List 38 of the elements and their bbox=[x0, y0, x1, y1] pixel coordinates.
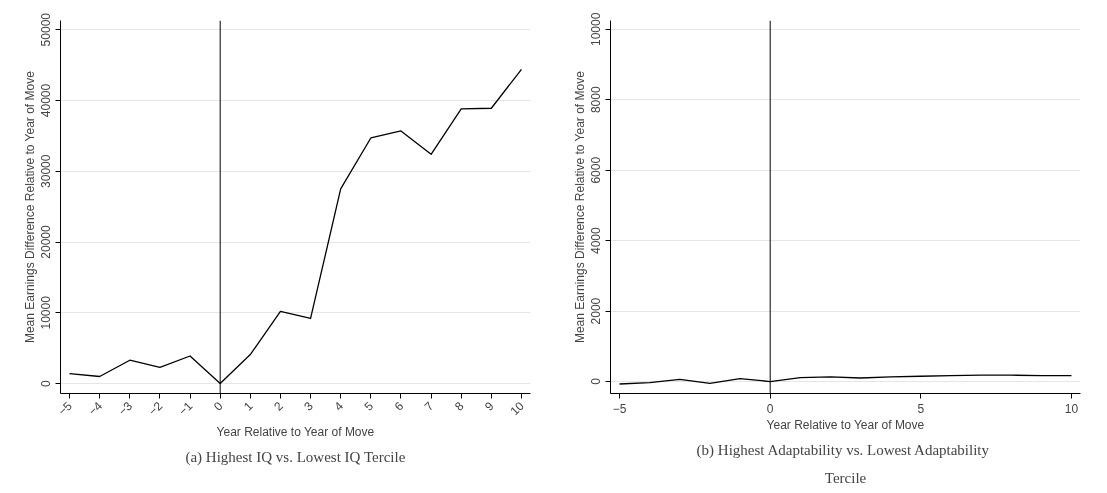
y-tick-label: 50000 bbox=[39, 12, 54, 47]
x-tick-label: −3 bbox=[115, 398, 136, 419]
x-tick-label: −5 bbox=[55, 398, 76, 419]
y-tick-label: 10000 bbox=[39, 295, 54, 330]
x-tick-label: −2 bbox=[145, 398, 166, 419]
x-tick-label: 7 bbox=[421, 398, 437, 414]
y-tick-label: 40000 bbox=[39, 83, 54, 118]
x-tick-label: 8 bbox=[451, 398, 467, 414]
x-tick-label: 2 bbox=[271, 398, 286, 414]
x-tick-label: −1 bbox=[175, 398, 196, 419]
y-tick-label: 20000 bbox=[39, 225, 54, 259]
x-axis-title: Year Relative to Year of Move bbox=[216, 424, 375, 439]
x-tick-label: 9 bbox=[482, 398, 497, 414]
x-axis-title: Year Relative to Year of Move bbox=[766, 417, 925, 432]
x-tick-label: −5 bbox=[612, 401, 627, 416]
x-tick-label: 5 bbox=[917, 401, 925, 416]
y-tick-label: 10000 bbox=[589, 12, 604, 46]
x-tick-label: 4 bbox=[331, 398, 347, 414]
x-tick-label: −4 bbox=[85, 398, 106, 419]
x-tick-label: 5 bbox=[361, 398, 377, 414]
text: (a) Highest IQ vs. Lowest IQ Tercile bbox=[185, 448, 406, 466]
y-tick-label: 6000 bbox=[589, 156, 604, 184]
y-axis-title: Mean Earnings Difference Relative to Year of Move bbox=[572, 70, 587, 344]
y-tick-label: 0 bbox=[589, 377, 604, 385]
y-tick-label: 30000 bbox=[39, 154, 54, 188]
x-tick-label: 6 bbox=[391, 398, 407, 414]
x-tick-label: 1 bbox=[240, 398, 256, 414]
x-tick-label: 0 bbox=[766, 401, 774, 416]
y-tick-label: 2000 bbox=[589, 297, 604, 325]
text: (b) Highest Adaptability vs. Lowest Adaptability Tercile bbox=[696, 441, 990, 486]
x-tick-label: 0 bbox=[210, 398, 226, 414]
x-tick-label: 10 bbox=[1064, 401, 1079, 416]
y-tick-label: 8000 bbox=[589, 86, 604, 114]
y-axis-title: Mean Earnings Difference Relative to Year of Move bbox=[22, 70, 37, 344]
x-tick-label: 3 bbox=[301, 398, 317, 414]
y-tick-label: 0 bbox=[39, 379, 54, 387]
y-tick-label: 4000 bbox=[589, 226, 604, 254]
x-tick-label: 10 bbox=[507, 398, 527, 419]
